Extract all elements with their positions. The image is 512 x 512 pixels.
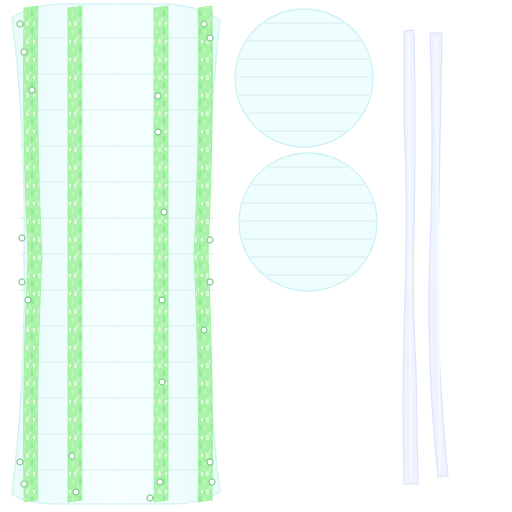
green-stripe [193,5,213,503]
rivet [158,296,166,304]
rivet [68,452,76,460]
rivets [16,20,216,502]
green-stripe [153,5,169,503]
disc-top [234,8,374,148]
rivet [158,378,166,386]
strap-left [402,29,419,485]
strap-right [428,32,449,478]
rivet [72,488,80,496]
rivet [206,278,214,286]
rivet [156,478,164,486]
disc-top-lines [237,22,371,132]
wrapped-panel [11,3,221,505]
rivet [200,20,208,28]
rivet [160,208,168,216]
rivet [18,278,26,286]
rivet [206,458,214,466]
rivet [16,458,24,466]
disc-top-face [234,8,374,148]
rivet [18,234,26,242]
rivet [208,478,216,486]
rivet [154,128,162,136]
disc-bottom-lines [241,166,375,276]
green-stripe [23,5,43,503]
plank-lines [20,37,214,471]
strap-left-highlight [408,35,412,479]
rivet [154,92,162,100]
rivet [16,20,24,28]
rivet [28,86,36,94]
rivet [20,48,28,56]
rivet [206,236,214,244]
rivet [24,296,32,304]
green-stripe [67,5,83,503]
strap-right-body [428,32,449,478]
disc-bottom [238,152,378,292]
disc-bottom-face [238,152,378,292]
rivet [20,480,28,488]
rivet [200,326,208,334]
rivet [146,494,154,502]
rivet [206,34,214,42]
strap-right-highlight [435,37,441,471]
